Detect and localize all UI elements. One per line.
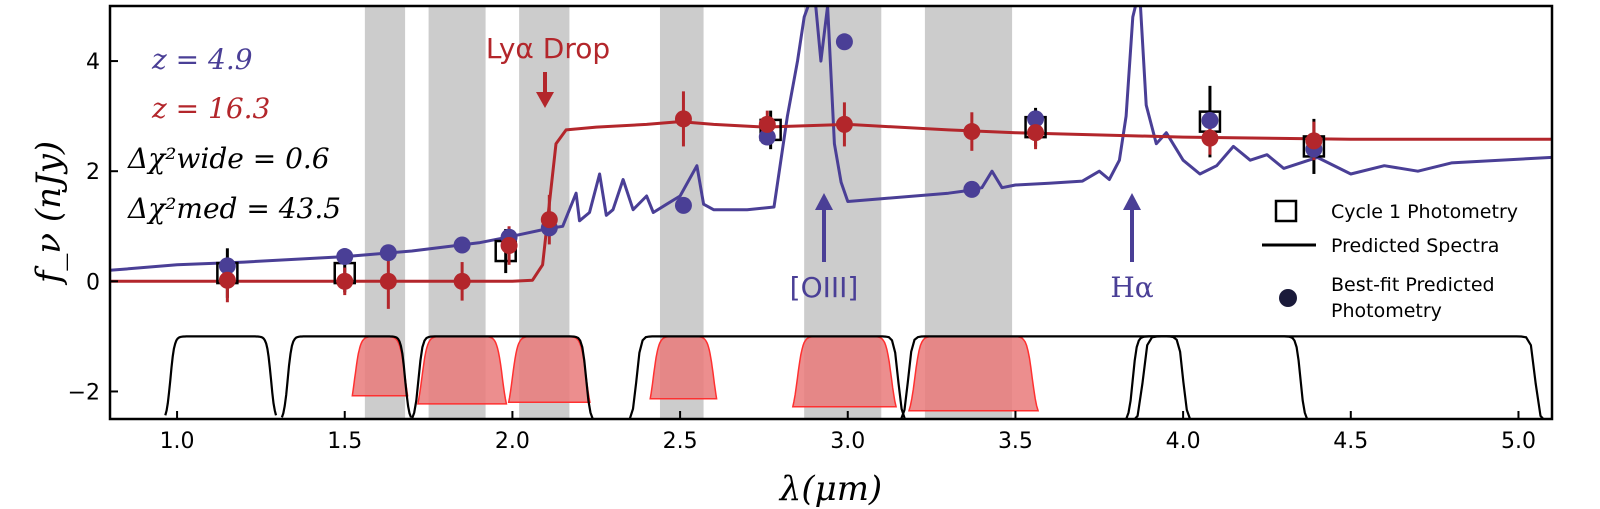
red-point-9: [963, 123, 981, 141]
red-point-1: [336, 272, 354, 290]
red-point-12: [1305, 132, 1323, 150]
red-filter-3: [649, 335, 718, 400]
annotation-z-blue: z = 4.9: [151, 43, 253, 76]
annotation-lya-drop: Lyα Drop: [486, 32, 610, 65]
legend-label-photometry: Cycle 1 Photometry: [1331, 201, 1518, 223]
red-filter-0: [351, 335, 409, 397]
x-tick-label-5: 3.5: [998, 429, 1033, 454]
black-filter-0: [164, 335, 278, 416]
red-point-3: [453, 272, 471, 290]
red-point-10: [1027, 124, 1045, 142]
y-tick-label-0: −2: [68, 380, 100, 405]
annotation-halpha: Hα: [1110, 271, 1153, 304]
photometry-points: [216, 33, 1326, 309]
red-point-5: [540, 211, 558, 229]
y-tick-label-1: 0: [86, 270, 100, 295]
red-point-11: [1201, 129, 1219, 147]
red-point-7: [758, 115, 776, 133]
black-filter-3: [627, 335, 907, 419]
filter-curves: [164, 335, 1545, 419]
blue-point-9: [963, 180, 981, 198]
lya-arrow: [536, 72, 554, 108]
red-filter-1: [417, 335, 508, 405]
x-tick-label-2: 2.0: [495, 429, 530, 454]
blue-point-3: [453, 236, 471, 254]
blue-point-2: [379, 244, 397, 262]
legend-dot-marker: [1279, 289, 1297, 307]
legend-label-spectra: Predicted Spectra: [1331, 235, 1499, 257]
red-filter-5: [908, 335, 1040, 412]
blue-point-1: [336, 248, 354, 266]
annotation-chi-wide: Δχ²wide = 0.6: [127, 142, 330, 175]
legend-label-bestfit: Best-fit Predicted: [1331, 274, 1495, 296]
x-tick-label-7: 4.5: [1333, 429, 1368, 454]
y-tick-label-2: 2: [86, 160, 100, 185]
red-filter-2: [507, 335, 591, 404]
annotation-chi-med: Δχ²med = 43.5: [127, 192, 341, 225]
y-axis-label: f_ν (nJy): [29, 141, 69, 286]
plot-frame: [108, 4, 1554, 421]
legend-label-bestfit-line2: Photometry: [1331, 300, 1442, 322]
blue-point-11: [1201, 112, 1219, 130]
x-tick-label-6: 4.0: [1166, 429, 1201, 454]
legend-square-marker: [1274, 199, 1298, 223]
x-tick-label-0: 1.0: [160, 429, 195, 454]
y-axis-label-group: f_ν (nJy): [29, 141, 69, 286]
axes: 1.0 1.5 2.0 2.5 3.0 3.5 4.0 4.5 5.0 −2 0 2 4: [68, 50, 1536, 454]
black-filter-6: [1133, 335, 1545, 419]
red-point-8: [835, 115, 853, 133]
red-point-4: [500, 237, 518, 255]
red-point-2: [379, 272, 397, 290]
blue-point-10: [1027, 110, 1045, 128]
x-tick-label-4: 3.0: [830, 429, 865, 454]
blue-point-0: [218, 257, 236, 275]
black-filter-2: [409, 335, 595, 419]
legend: Cycle 1 Photometry Predicted Spectra Bes…: [1262, 199, 1518, 322]
annotation-z-red: z = 16.3: [151, 92, 270, 125]
red-filter-4: [791, 335, 898, 408]
black-filter-1: [280, 335, 413, 418]
x-axis-label: λ(μm): [778, 469, 882, 509]
oiii-arrow: [815, 193, 833, 262]
y-tick-label-3: 4: [86, 50, 100, 75]
annotation-oiii: [OIII]: [790, 271, 859, 304]
blue-point-6: [674, 196, 692, 214]
x-tick-label-1: 1.5: [327, 429, 362, 454]
x-tick-label-3: 2.5: [663, 429, 698, 454]
black-filter-5: [1124, 335, 1310, 419]
blue-spectrum-line: [110, 6, 1552, 272]
red-point-6: [674, 110, 692, 128]
blue-point-7: [758, 128, 776, 146]
blue-point-8: [835, 33, 853, 51]
x-tick-label-8: 5.0: [1501, 429, 1536, 454]
red-point-0: [218, 271, 236, 289]
halpha-arrow: [1123, 193, 1141, 262]
